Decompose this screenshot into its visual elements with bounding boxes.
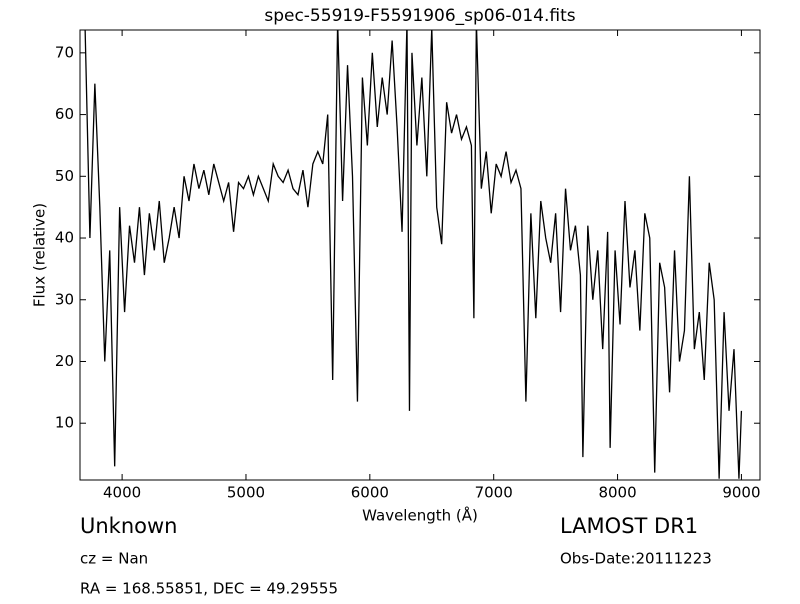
x-tick-label: 4000 [103, 484, 141, 502]
x-tick-label: 8000 [598, 484, 636, 502]
annotation: RA = 168.55851, DEC = 49.29555 [80, 580, 338, 598]
chart-title: spec-55919-F5591906_sp06-014.fits [264, 6, 575, 26]
x-tick-label: 7000 [475, 484, 513, 502]
x-tick-label: 6000 [351, 484, 389, 502]
spectrum-line [84, 30, 743, 479]
x-axis-label: Wavelength (Å) [362, 506, 478, 525]
annotation: cz = Nan [80, 550, 148, 568]
y-tick-label: 40 [55, 229, 74, 247]
y-tick-label: 70 [55, 43, 74, 61]
y-tick-label: 60 [55, 105, 74, 123]
y-tick-label: 50 [55, 167, 74, 185]
annotation: Unknown [80, 514, 177, 538]
annotation: Obs-Date:20111223 [560, 550, 712, 568]
annotation: LAMOST DR1 [560, 514, 698, 538]
plot-frame [79, 29, 761, 481]
y-tick-label: 10 [55, 414, 74, 432]
x-tick-label: 5000 [227, 484, 265, 502]
y-axis-label: Flux (relative) [31, 203, 49, 307]
x-tick-label: 9000 [722, 484, 760, 502]
y-tick-label: 20 [55, 352, 74, 370]
y-tick-label: 30 [55, 290, 74, 308]
